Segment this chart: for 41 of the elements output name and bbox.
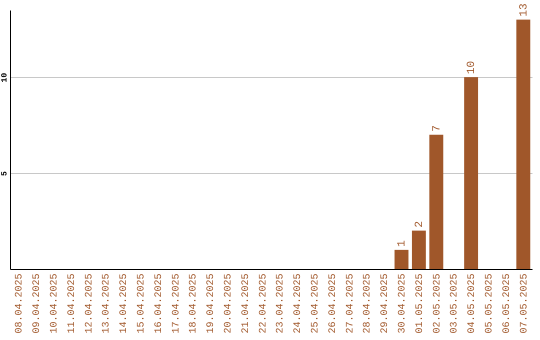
x-tick-label: 28.04.2025 — [362, 274, 374, 334]
x-tick-label: 30.04.2025 — [398, 274, 408, 334]
x-tick-label: 20.04.2025 — [224, 274, 234, 334]
bar — [516, 20, 530, 269]
x-tick-label: 08.04.2025 — [14, 274, 26, 334]
data-label: 10 — [466, 60, 478, 74]
x-tick-label: 26.04.2025 — [328, 274, 339, 334]
x-tick-label: 10.04.2025 — [50, 274, 60, 334]
x-tick-label: 01.05.2025 — [414, 274, 426, 334]
data-label: 13 — [518, 3, 530, 17]
x-tick-label: 27.04.2025 — [345, 274, 356, 334]
x-tick-label: 19.04.2025 — [206, 274, 218, 334]
x-tick-label: 12.04.2025 — [84, 274, 96, 334]
bar — [412, 230, 426, 269]
x-tick-label: 03.05.2025 — [450, 274, 461, 334]
x-tick-label: 16.04.2025 — [154, 274, 165, 334]
x-tick-label: 15.04.2025 — [136, 274, 148, 334]
data-label: 2 — [414, 221, 426, 228]
x-tick-label: 13.04.2025 — [102, 274, 113, 334]
x-tick-label: 05.05.2025 — [484, 274, 496, 334]
y-tick-label: 5 — [0, 170, 10, 176]
x-tick-label: 21.04.2025 — [240, 274, 252, 334]
x-tick-label: 22.04.2025 — [258, 274, 270, 334]
x-tick-label: 07.05.2025 — [519, 274, 530, 334]
x-tick-label: 02.05.2025 — [432, 274, 444, 334]
x-tick-label: 14.04.2025 — [119, 274, 130, 334]
bar — [394, 250, 408, 269]
x-tick-label: 04.05.2025 — [467, 274, 478, 334]
x-tick-label: 11.04.2025 — [66, 274, 78, 334]
x-tick-label: 17.04.2025 — [171, 274, 182, 334]
data-label: 7 — [431, 125, 444, 132]
x-tick-label: 23.04.2025 — [276, 274, 287, 334]
bar — [464, 77, 478, 269]
data-label: 1 — [396, 240, 408, 247]
x-tick-label: 18.04.2025 — [188, 274, 200, 334]
x-tick-label: 06.05.2025 — [502, 274, 513, 334]
x-tick-label: 24.04.2025 — [293, 274, 304, 334]
x-tick-label: 25.04.2025 — [310, 274, 322, 334]
x-tick-label: 29.04.2025 — [380, 274, 392, 334]
bar — [429, 134, 444, 269]
x-tick-label: 09.04.2025 — [32, 274, 44, 334]
